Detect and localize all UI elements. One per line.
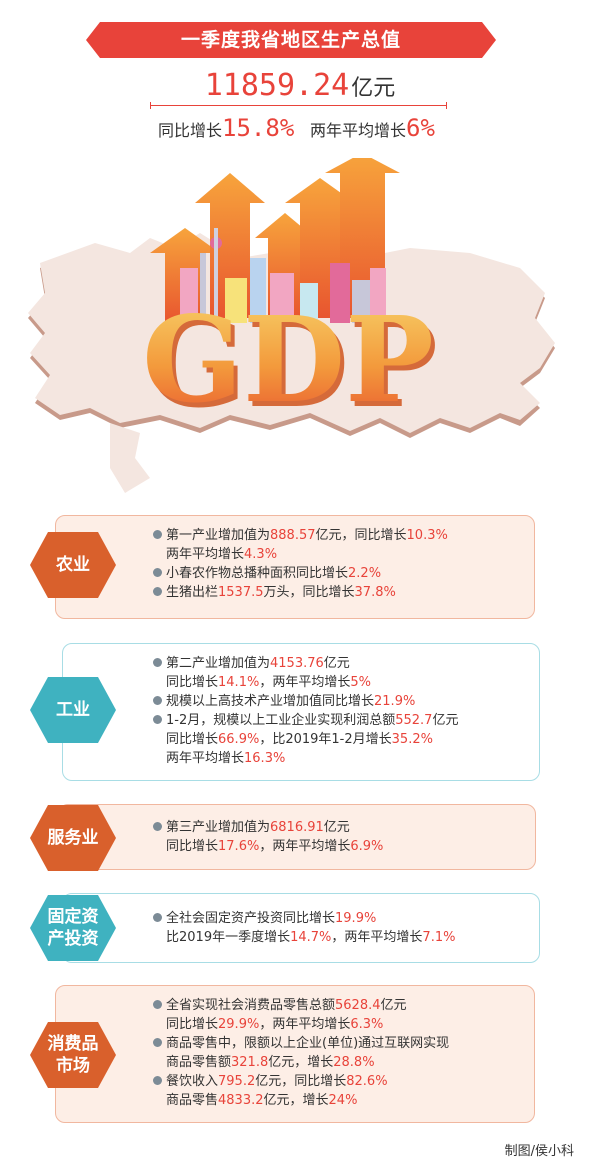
- section-label-investment: 固定资 产投资: [47, 907, 99, 949]
- banner-shape: [86, 22, 496, 58]
- cons-line-4: 商品零售额321.8亿元，增长28.8%: [166, 1055, 375, 1070]
- industry-lines: 第二产业增加值为4153.76亿元 同比增长14.1%，两年平均增长5% 规模以…: [153, 654, 458, 768]
- agriculture-lines: 第一产业增加值为888.57亿元，同比增长10.3% 两年平均增长4.3% 小春…: [153, 526, 448, 602]
- svc-line-1: 第三产业增加值为6816.91亿元: [153, 818, 383, 837]
- two-year-label: 两年平均增长: [310, 121, 407, 140]
- hex-services: [30, 805, 116, 871]
- section-label-industry: 工业: [56, 700, 90, 720]
- consumer-lines: 全省实现社会消费品零售总额5628.4亿元 同比增长29.9%，两年平均增长6.…: [153, 996, 449, 1110]
- section-label-agriculture: 农业: [56, 555, 90, 575]
- cons-line-1: 全省实现社会消费品零售总额5628.4亿元: [153, 996, 449, 1015]
- gdp-total-unit: 亿元: [351, 76, 396, 101]
- agri-line-4: 生猪出栏1537.5万头，同比增长37.8%: [153, 583, 448, 602]
- gdp-total-value: 11859.24: [204, 68, 350, 103]
- hex-investment: [30, 895, 116, 961]
- city-skyline: [180, 228, 386, 323]
- hex-consumer: [30, 1022, 116, 1088]
- two-year-growth: 两年平均增长6%: [310, 114, 435, 142]
- agri-line-1: 第一产业增加值为888.57亿元，同比增长10.3%: [153, 526, 448, 545]
- ind-line-5: 同比增长66.9%，比2019年1-2月增长35.2%: [166, 732, 433, 747]
- cons-line-3: 商品零售中，限额以上企业(单位)通过互联网实现: [153, 1034, 449, 1053]
- yoy-label: 同比增长: [158, 121, 223, 140]
- hex-industry: [30, 677, 116, 743]
- gdp-text: GDP: [142, 290, 434, 429]
- yoy-value: 15.8%: [222, 114, 295, 142]
- ind-line-2: 同比增长14.1%，两年平均增长5%: [166, 675, 371, 690]
- svc-line-2: 同比增长17.6%，两年平均增长6.9%: [166, 839, 384, 854]
- page-title: 一季度我省地区生产总值: [180, 29, 401, 51]
- two-year-value: 6%: [406, 114, 435, 142]
- services-lines: 第三产业增加值为6816.91亿元 同比增长17.6%，两年平均增长6.9%: [153, 818, 383, 856]
- agri-line-3: 小春农作物总播种面积同比增长2.2%: [153, 564, 448, 583]
- title-banner: 一季度我省地区生产总值: [86, 22, 496, 58]
- cons-line-6: 商品零售4833.2亿元，增长24%: [166, 1093, 358, 1108]
- card-investment: [62, 893, 540, 963]
- ind-line-4: 1-2月，规模以上工业企业实现利润总额552.7亿元: [153, 711, 458, 730]
- ind-line-1: 第二产业增加值为4153.76亿元: [153, 654, 458, 673]
- province-map: [28, 233, 555, 493]
- hex-agriculture: [30, 532, 116, 598]
- gdp-hero-illustration: GDP GDP: [28, 158, 555, 493]
- agri-line-2: 两年平均增长4.3%: [166, 547, 278, 562]
- gdp-text-shadow: GDP: [146, 295, 438, 434]
- gdp-total: 11859.24亿元: [150, 68, 450, 103]
- ind-line-6: 两年平均增长16.3%: [166, 751, 286, 766]
- divider: [150, 102, 447, 109]
- inv-line-2: 比2019年一季度增长14.7%，两年平均增长7.1%: [166, 930, 456, 945]
- cons-line-2: 同比增长29.9%，两年平均增长6.3%: [166, 1017, 384, 1032]
- ind-line-3: 规模以上高技术产业增加值同比增长21.9%: [153, 692, 458, 711]
- section-label-services: 服务业: [47, 828, 99, 848]
- inv-line-1: 全社会固定资产投资同比增长19.9%: [153, 909, 455, 928]
- section-label-consumer: 消费品 市场: [47, 1034, 99, 1076]
- yoy-growth: 同比增长15.8%: [158, 114, 294, 142]
- cons-line-5: 餐饮收入795.2亿元，同比增长82.6%: [153, 1072, 449, 1091]
- card-services: [58, 804, 536, 870]
- investment-lines: 全社会固定资产投资同比增长19.9% 比2019年一季度增长14.7%，两年平均…: [153, 909, 455, 947]
- credit: 制图/侯小科: [504, 1144, 574, 1159]
